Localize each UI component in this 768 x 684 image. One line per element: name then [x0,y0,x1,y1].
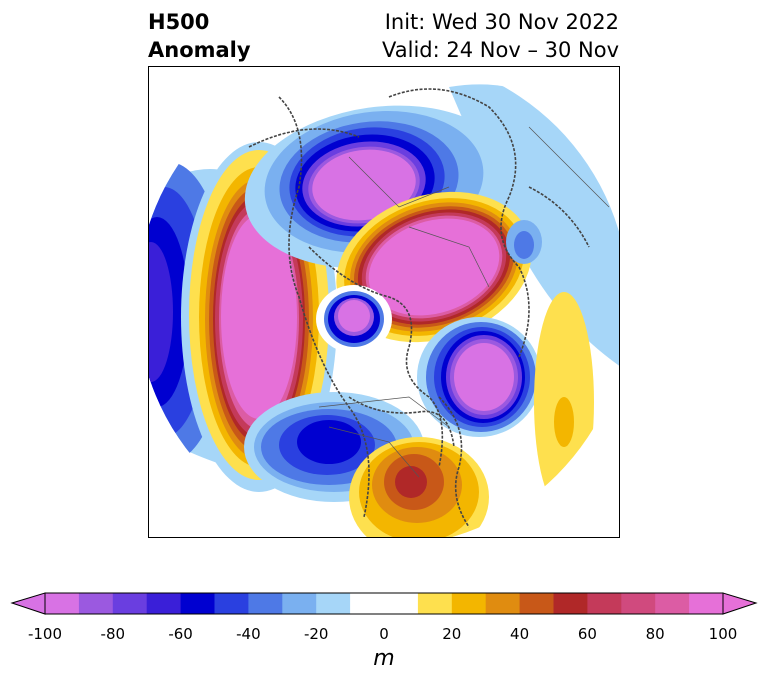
colorbar-tick-label: 0 [379,625,389,643]
colorbar-segment [214,593,249,614]
map-timestamps: Init: Wed 30 Nov 2022 Valid: 24 Nov – 30… [382,8,619,64]
colorbar-segment [417,593,453,614]
negative-anomaly-north-atlantic [417,317,541,437]
colorbar-segment [350,593,385,614]
colorbar-tick-label: -100 [27,625,63,643]
colorbar-extend-left [10,592,46,615]
anomaly-map [148,66,620,538]
colorbar-segment [180,593,215,614]
negative-anomaly-hudson-bay [316,285,392,353]
colorbar-segment [45,593,80,614]
colorbar-segment [553,593,588,614]
colorbar-unit: m [373,646,395,671]
colorbar-outline [44,592,724,615]
colorbar-segment [146,593,182,614]
positive-anomaly-southeast-us [349,437,489,537]
colorbar-extend-right [722,592,758,615]
title-anomaly: Anomaly [148,38,251,62]
colorbar-segment [78,593,114,614]
colorbar-tick-label: 100 [708,625,738,643]
valid-range: Valid: 24 Nov – 30 Nov [382,38,619,62]
positive-anomaly-eastern-atlantic [534,292,594,512]
negative-anomaly-western-north-america [244,392,424,502]
colorbar-segment [485,593,521,614]
colorbar-segment [451,593,487,614]
coastlines [248,88,590,528]
colorbar-tick-label: 80 [645,625,665,643]
colorbar-tick-label: 60 [577,625,597,643]
colorbar-tick-label: 20 [442,625,462,643]
country-borders [318,126,610,478]
colorbar-segment [282,593,317,614]
init-time: Init: Wed 30 Nov 2022 [384,10,619,34]
colorbar-segment [112,593,148,614]
negative-anomaly-east-asia [506,220,542,264]
colorbar-segment [384,593,419,614]
colorbar-segment [248,593,283,614]
colorbar-segment [655,593,690,614]
colorbar-segment [621,593,656,614]
colorbar-tick-label: -20 [303,625,329,643]
colorbar-tick-label: -80 [100,625,126,643]
colorbar-segment [316,593,351,614]
colorbar-segment [689,593,724,614]
colorbar-tick-label: -40 [236,625,261,643]
colorbar [10,592,758,615]
colorbar-tick-label: 40 [510,625,530,643]
title-variable: H500 [148,10,210,34]
colorbar-tick-label: -60 [168,625,193,643]
colorbar-segment [587,593,622,614]
colorbar-segment [519,593,554,614]
positive-anomaly-greenland-arctic [336,191,532,343]
map-title: H500 Anomaly [148,8,251,64]
colorbar-segments [45,593,724,614]
anomaly-map-svg [149,84,619,537]
